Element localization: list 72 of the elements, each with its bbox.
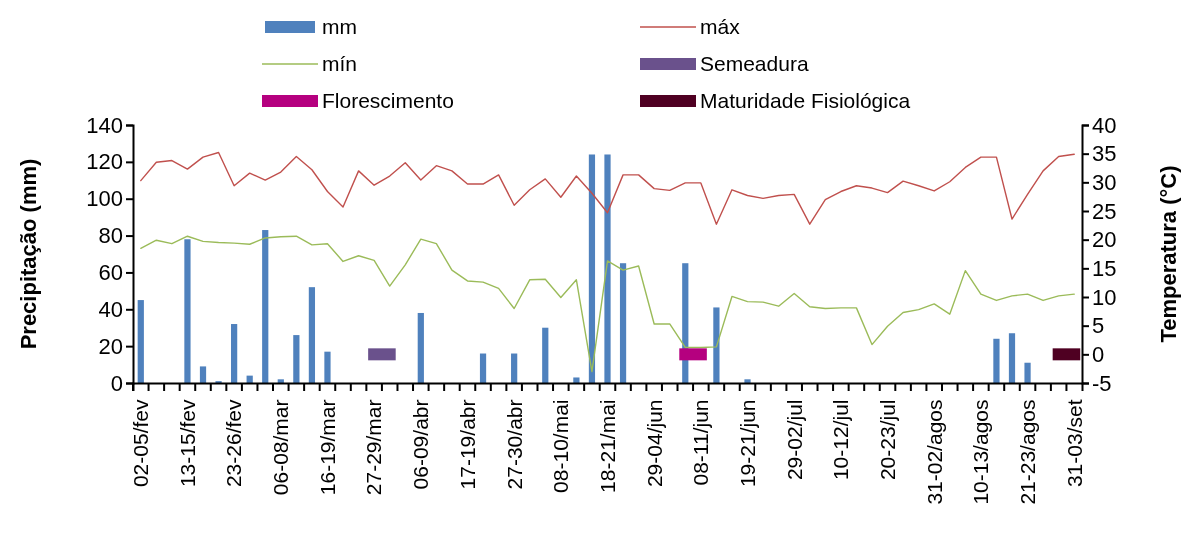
bar <box>573 377 580 383</box>
bar <box>744 379 751 383</box>
bar <box>1008 333 1016 383</box>
legend-label: Semeadura <box>700 52 809 76</box>
bar <box>542 327 549 383</box>
bar <box>199 366 207 383</box>
y2-tick-label: 0 <box>1092 341 1105 367</box>
x-tick-label: 08-11/jun <box>689 399 713 486</box>
x-tick-label: 31-03/set <box>1062 399 1086 488</box>
bar <box>184 239 191 383</box>
y2-tick-label: 25 <box>1092 198 1117 224</box>
x-tick-label: 21-23/agos <box>1015 399 1039 505</box>
y2-tick-label: 30 <box>1092 169 1117 195</box>
x-tick-label: 02-05/fev <box>129 399 153 488</box>
y-tick-label: 100 <box>86 186 123 212</box>
y2-axis-title: Temperatura (°C) <box>1156 165 1181 343</box>
legend-label: mm <box>322 15 357 39</box>
x-tick-label: 19-21/jun <box>735 399 759 488</box>
x-tick-label: 20-23/jul <box>875 399 899 481</box>
x-tick-label: 13-15/fev <box>175 399 199 488</box>
legend-label: mín <box>322 52 358 76</box>
legend-label: Florescimento <box>322 89 454 113</box>
y2-tick-label: 10 <box>1092 284 1117 310</box>
bar <box>588 154 596 383</box>
bar <box>308 287 316 383</box>
x-tick-label: 17-19/abr <box>455 399 479 490</box>
bar <box>511 353 518 383</box>
x-tick-label: 18-21/mai <box>595 399 619 493</box>
x-tick-label: 27-30/abr <box>502 399 526 490</box>
x-tick-label: 27-29/mar <box>362 399 386 496</box>
y-tick-label: 40 <box>98 296 123 322</box>
x-tick-label: 29-04/jun <box>642 399 666 488</box>
x-tick-label: 06-09/abr <box>409 399 433 490</box>
y-tick-label: 0 <box>110 370 123 396</box>
x-tick-label: 23-26/fev <box>222 399 246 488</box>
bar <box>231 324 238 383</box>
x-tick-label: 10-13/agos <box>969 399 993 505</box>
bar <box>479 353 487 383</box>
bar <box>619 263 627 383</box>
y2-tick-label: -5 <box>1092 370 1112 396</box>
bar <box>137 300 144 383</box>
bar <box>277 379 284 383</box>
bar <box>713 307 720 383</box>
legend-label: máx <box>700 15 741 39</box>
bar <box>262 230 269 383</box>
y2-tick-label: 40 <box>1092 112 1117 138</box>
y-tick-label: 60 <box>98 259 123 285</box>
x-tick-label: 29-02/jul <box>782 399 806 481</box>
y2-tick-label: 20 <box>1092 227 1117 253</box>
x-tick-label: 08-10/mai <box>549 399 573 493</box>
y2-tick-label: 15 <box>1092 255 1117 281</box>
bar <box>246 375 253 383</box>
legend-label: Maturidade Fisiológica <box>700 89 911 113</box>
bar <box>1024 362 1031 383</box>
bar <box>604 154 611 383</box>
y-tick-label: 140 <box>86 112 123 138</box>
line-series <box>140 151 1075 225</box>
y-tick-label: 80 <box>98 223 123 249</box>
y2-tick-label: 35 <box>1092 141 1117 167</box>
line-series <box>140 235 1075 373</box>
y2-tick-label: 5 <box>1092 313 1105 339</box>
bar <box>293 335 300 383</box>
x-tick-label: 31-02/agos <box>922 399 946 505</box>
x-tick-label: 16-19/mar <box>315 399 339 496</box>
x-tick-label: 06-08/mar <box>269 399 293 496</box>
bar <box>993 338 1000 383</box>
bar <box>417 312 424 383</box>
bar <box>324 351 331 383</box>
x-tick-label: 10-12/jul <box>829 399 853 481</box>
y-tick-label: 20 <box>98 333 123 359</box>
y-axis-title: Precipitação (mm) <box>16 158 41 350</box>
y-tick-label: 120 <box>86 149 123 175</box>
